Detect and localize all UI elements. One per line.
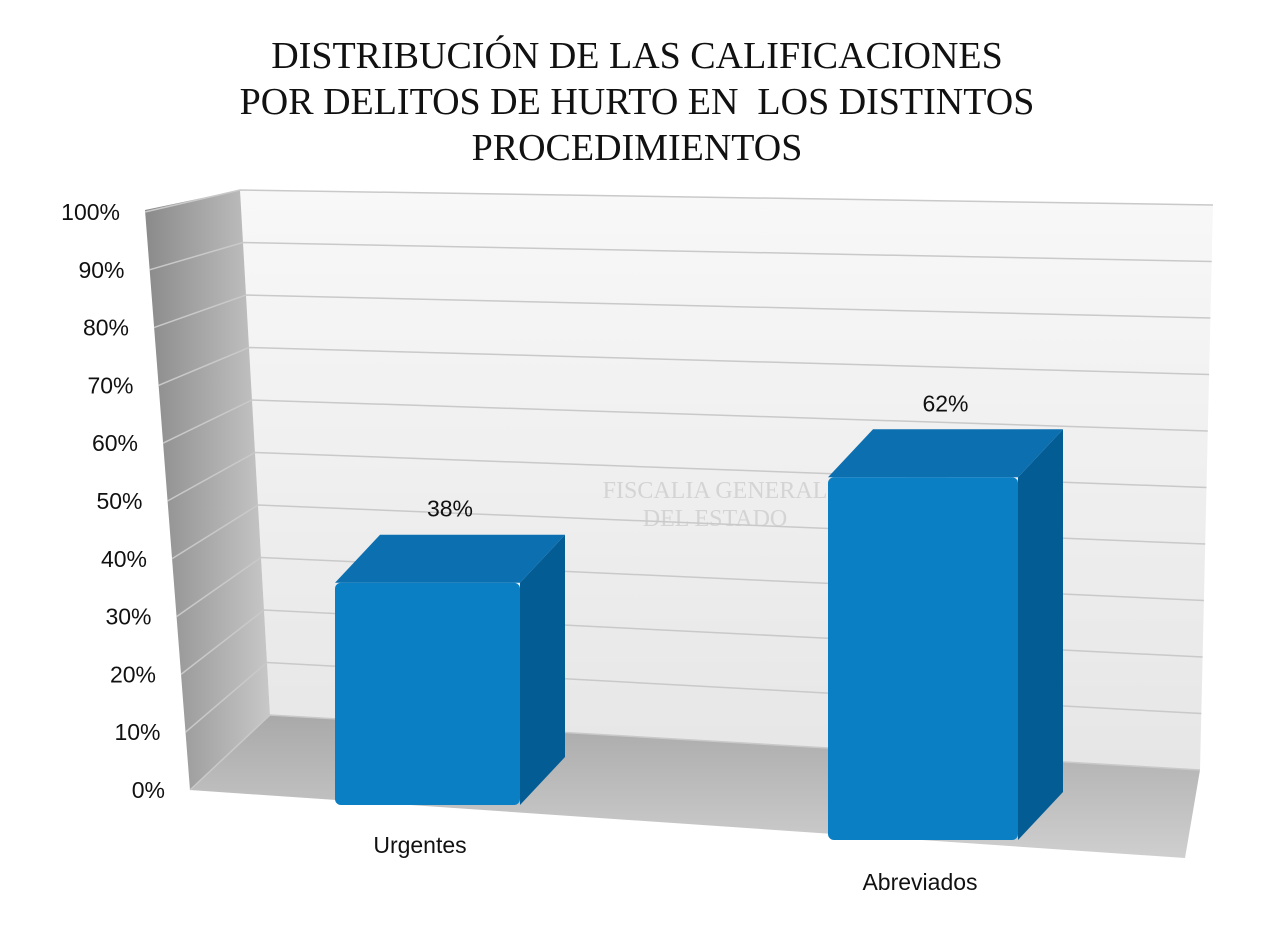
bar [828,477,1018,840]
watermark: DEL ESTADO [643,506,788,532]
y-tick-label: 70% [87,372,133,398]
bar-side [1018,429,1063,840]
chart-title: POR DELITOS DE HURTO EN LOS DISTINTOS [240,81,1035,123]
y-tick-label: 60% [92,430,138,456]
y-tick-label: 90% [78,257,124,283]
grid-line [158,346,1210,387]
y-tick-label: 40% [101,546,147,572]
value-label: 38% [427,496,473,522]
y-tick-label: 100% [61,199,120,225]
grid-line [162,399,1208,444]
grid-line [144,189,1214,213]
y-tick-label: 80% [83,315,129,341]
side-wall [145,190,270,790]
grid-line [149,241,1212,271]
y-tick-label: 50% [96,488,142,514]
bar-top [828,429,1063,478]
chart-title: DISTRIBUCIÓN DE LAS CALIFICACIONES [271,35,1003,77]
y-tick-label: 0% [132,777,165,803]
y-tick-label: 30% [105,604,151,630]
y-tick-label: 10% [114,719,160,745]
x-tick-label: Abreviados [862,869,977,895]
bar-side [520,534,565,805]
x-tick-label: Urgentes [373,832,466,858]
chart-title: PROCEDIMIENTOS [472,127,803,169]
bar [335,582,520,805]
bar-top [335,534,565,583]
grid-line [153,294,1211,329]
watermark: FISCALIA GENERAL [603,478,828,504]
y-tick-label: 20% [110,661,156,687]
value-label: 62% [922,390,968,416]
